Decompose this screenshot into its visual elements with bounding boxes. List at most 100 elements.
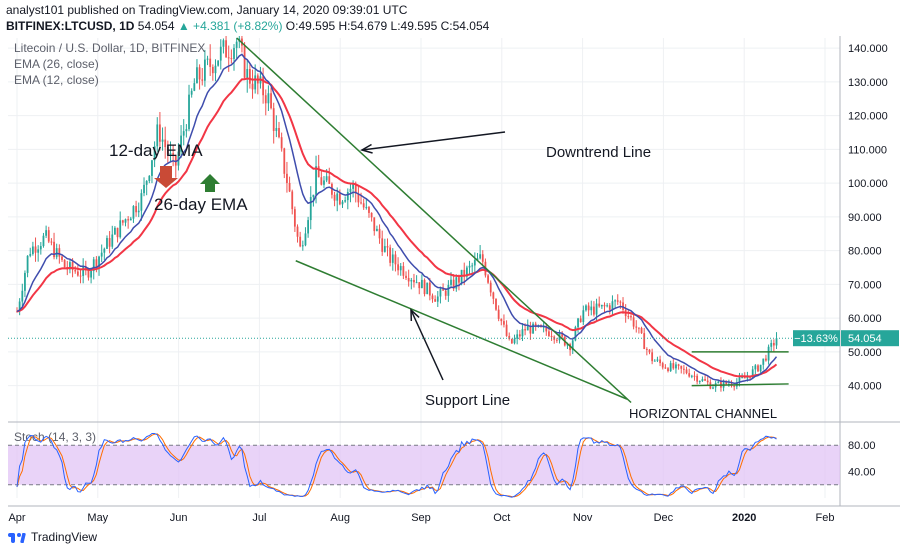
candle	[503, 314, 505, 327]
candle	[447, 280, 449, 302]
candle	[471, 263, 473, 273]
tradingview-logo-icon	[8, 531, 26, 543]
candle	[363, 199, 365, 210]
candle	[281, 133, 283, 152]
candle	[691, 375, 693, 378]
candle	[357, 186, 359, 207]
candle	[492, 292, 494, 305]
candle	[413, 274, 415, 288]
symbol: BITFINEX:LTCUSD, 1D	[6, 19, 134, 33]
annotation-26-day-ema: 26-day EMA	[154, 195, 248, 214]
candle	[770, 340, 772, 352]
candle	[249, 63, 251, 88]
candle	[305, 227, 307, 246]
candle	[69, 259, 71, 273]
y-tick-label: 100.000	[848, 178, 888, 190]
candle	[347, 188, 349, 209]
footer-brand[interactable]: TradingView	[8, 530, 97, 544]
candle	[223, 38, 225, 53]
candle	[74, 266, 76, 274]
candle	[617, 294, 619, 305]
candle	[228, 46, 230, 72]
price-grid	[8, 38, 840, 498]
candle	[466, 266, 468, 280]
x-tick-label: Feb	[816, 512, 835, 524]
candle	[506, 320, 508, 337]
y-tick-label: 120.000	[848, 111, 888, 123]
candle	[135, 201, 137, 217]
y-tick-label: 130.000	[848, 77, 888, 89]
candle	[588, 302, 590, 316]
y-tick-label: 110.000	[848, 144, 887, 156]
candle	[342, 200, 344, 208]
candle	[209, 44, 211, 76]
candle	[45, 226, 47, 238]
candle	[111, 226, 113, 249]
candle	[286, 162, 288, 193]
candle	[683, 365, 685, 374]
candle	[201, 68, 203, 85]
candle	[289, 177, 291, 192]
candle	[133, 205, 135, 223]
candle	[127, 216, 129, 229]
x-tick-label: May	[87, 512, 108, 524]
candle	[193, 78, 195, 91]
candle	[672, 359, 674, 370]
candle	[130, 217, 132, 220]
candle	[252, 70, 254, 99]
candle	[199, 64, 201, 89]
candle	[469, 261, 471, 275]
candle	[392, 248, 394, 271]
candle	[376, 226, 378, 232]
candle	[670, 361, 672, 372]
candle	[498, 305, 500, 321]
candle	[106, 235, 108, 249]
candle	[21, 284, 23, 306]
candle	[270, 88, 272, 110]
candle	[490, 280, 492, 296]
candle	[487, 274, 489, 284]
x-tick-label: Dec	[654, 512, 674, 524]
candle	[765, 355, 767, 362]
candle	[649, 349, 651, 354]
candle	[48, 227, 50, 243]
trend-line-0[interactable]	[237, 38, 631, 403]
candle	[294, 206, 296, 231]
candle	[519, 330, 521, 340]
candle	[318, 155, 320, 178]
candle	[754, 364, 756, 374]
candle	[585, 304, 587, 311]
candle	[707, 377, 709, 386]
candle	[440, 287, 442, 304]
candle	[657, 357, 659, 362]
candle	[43, 233, 45, 248]
candle	[61, 255, 63, 262]
candle	[291, 190, 293, 215]
candle	[371, 212, 373, 221]
candle	[146, 180, 148, 195]
candle	[275, 115, 277, 137]
candle	[397, 257, 399, 275]
candle	[688, 369, 690, 378]
candle	[233, 44, 235, 71]
candle	[593, 301, 595, 316]
candle	[686, 367, 688, 375]
candle	[437, 291, 439, 307]
candle	[646, 347, 648, 355]
candle	[580, 316, 582, 323]
candlestick-chart[interactable]: 40.000 50.000 60.000 70.000 80.000 90.000 100.…	[0, 36, 900, 526]
stoch-tick-label: 80.00	[848, 440, 876, 452]
candle	[82, 258, 84, 283]
candle	[125, 219, 127, 227]
y-tick-label: 90.000	[848, 212, 882, 224]
candle	[334, 192, 336, 206]
candle	[590, 301, 592, 316]
candle	[702, 376, 704, 381]
candle	[675, 362, 677, 374]
candle	[204, 50, 206, 87]
candle	[262, 68, 264, 104]
candle	[553, 335, 555, 343]
candle	[654, 359, 656, 362]
y-tick-label: 80.000	[848, 246, 882, 258]
candle	[762, 358, 764, 369]
